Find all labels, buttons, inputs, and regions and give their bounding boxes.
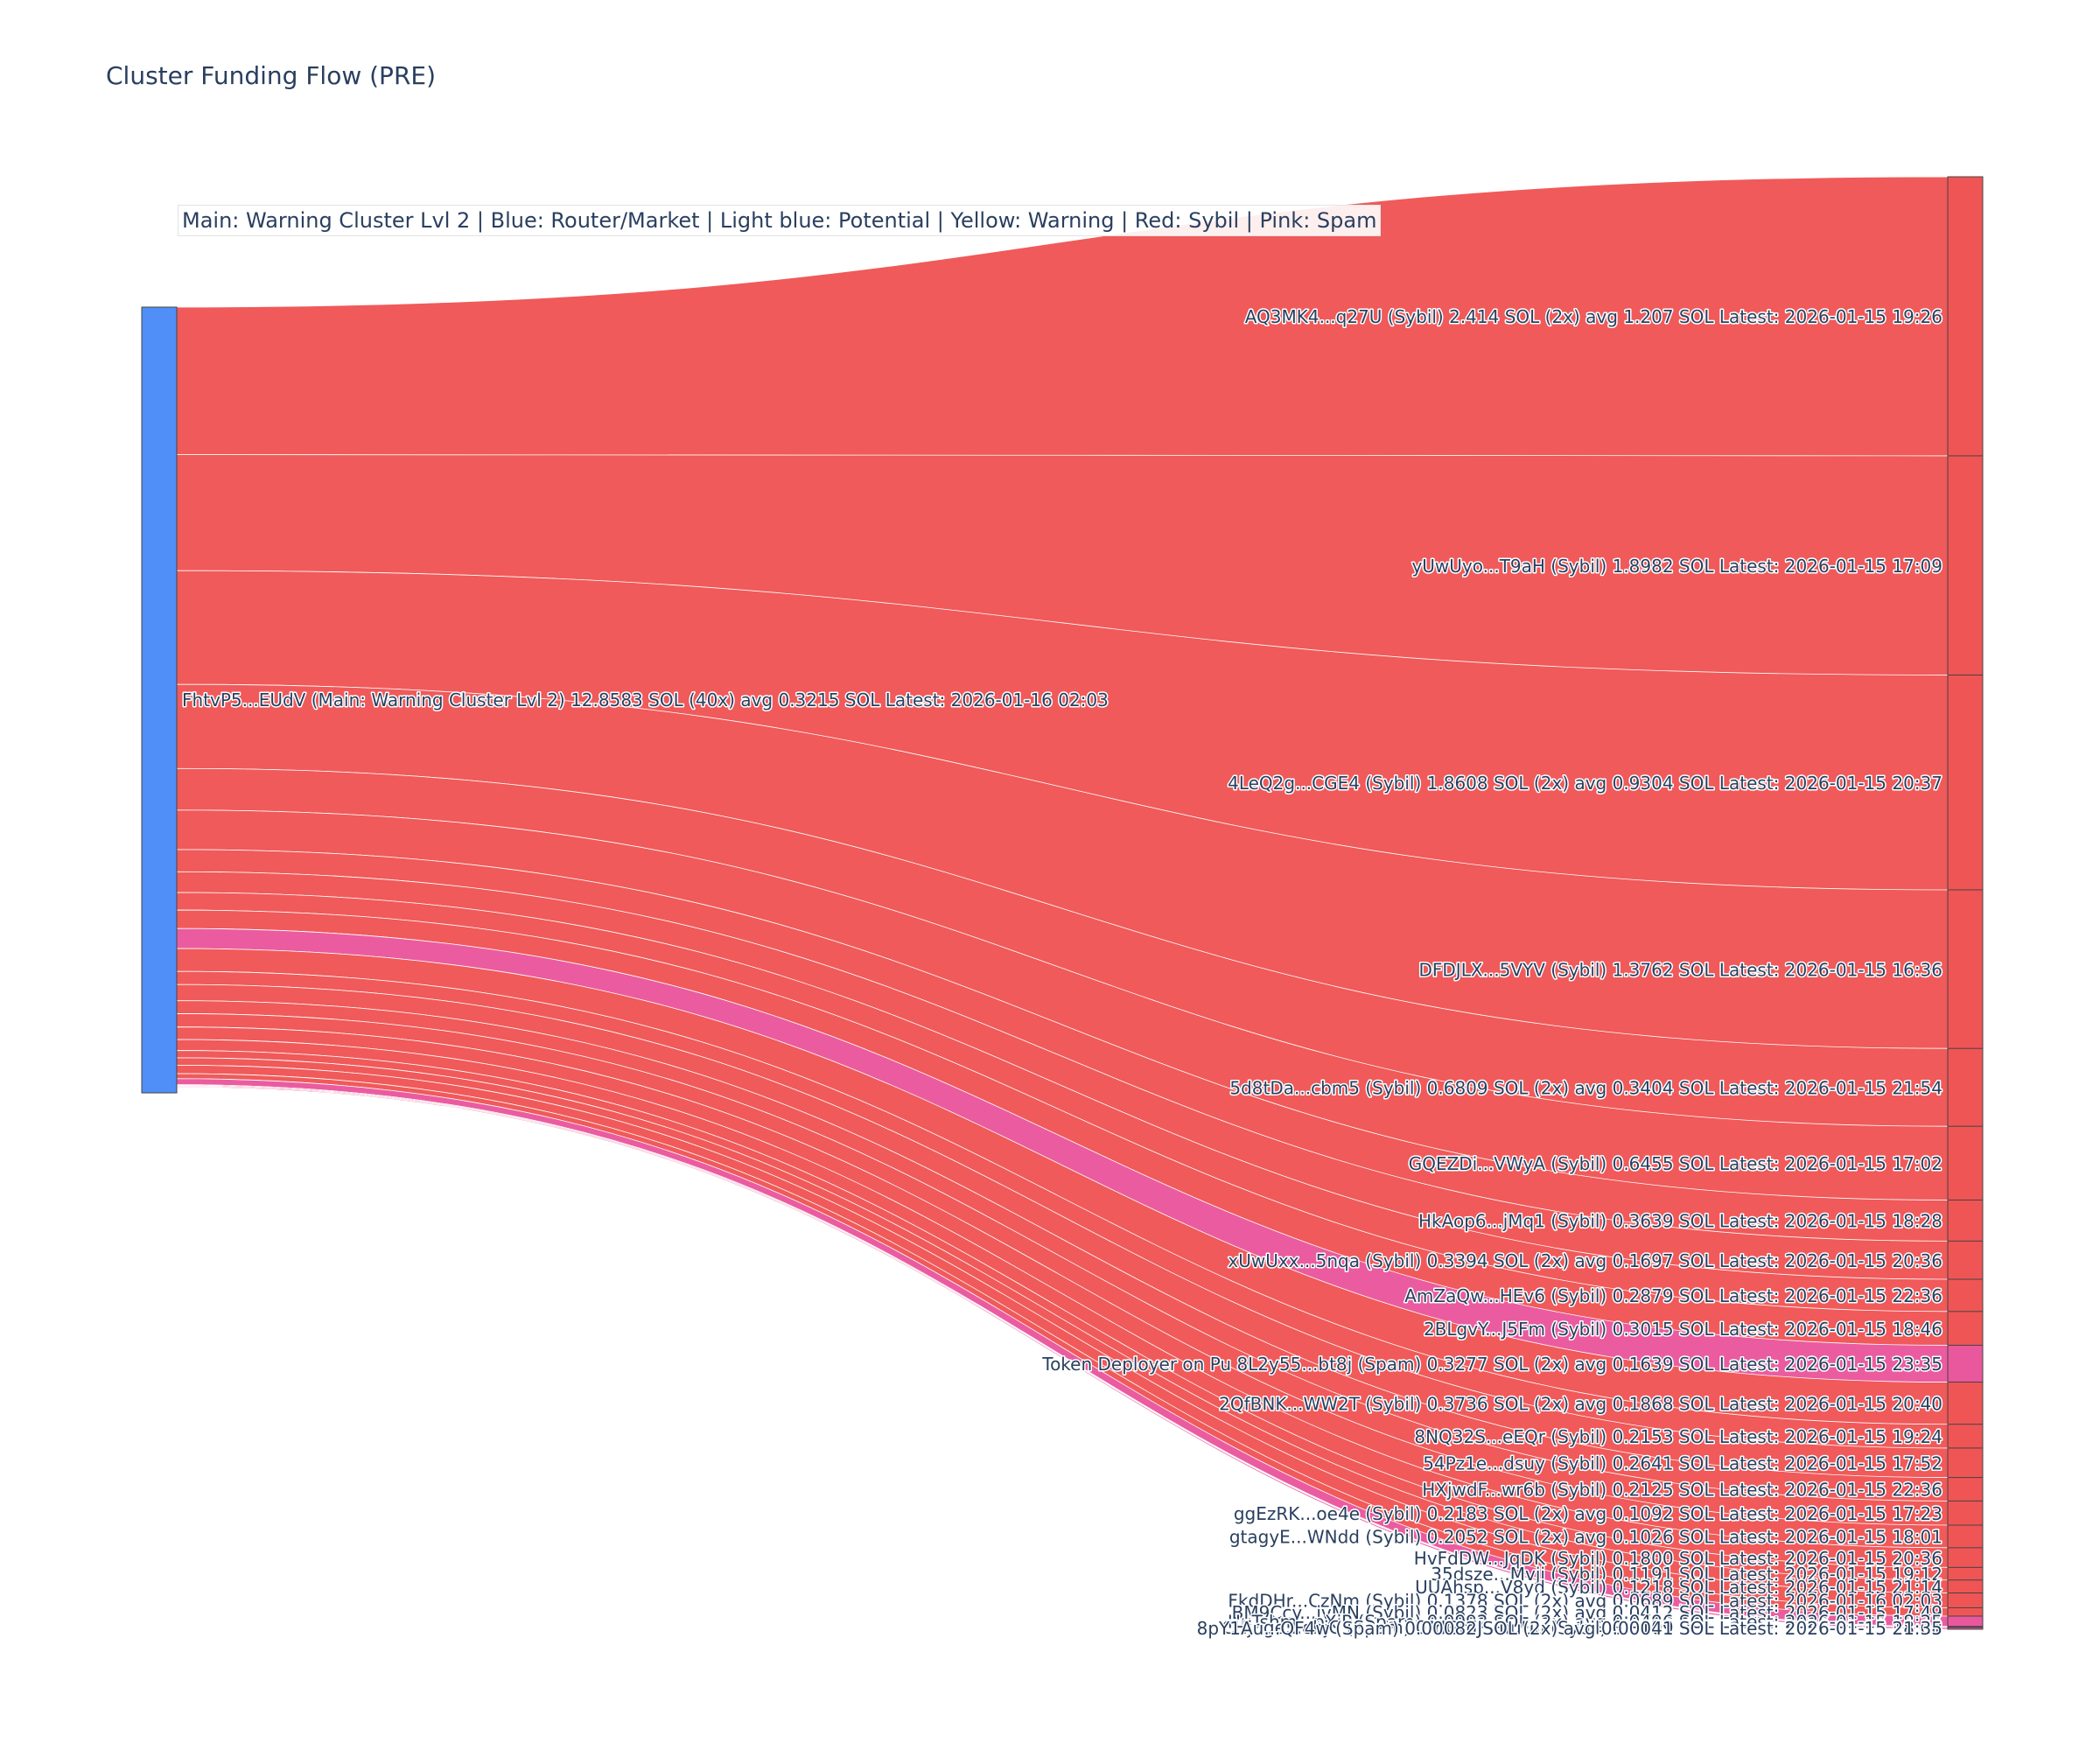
target-node-label-4: 5d8tDa...cbm5 (Sybil) 0.6809 SOL (2x) av… (1229, 1077, 1942, 1098)
target-node-label-14: HXjwdF...wr6b (Sybil) 0.2125 SOL Latest:… (1422, 1480, 1942, 1501)
target-node-label-1: yUwUyo...T9aH (Sybil) 1.8982 SOL Latest:… (1411, 556, 1942, 577)
target-node-7[interactable] (1947, 1240, 1984, 1281)
target-node-4[interactable] (1947, 1047, 1984, 1129)
target-node-label-23: CHjnge...ehjC (Spam) 0.0016 SOL (2x) avg… (1222, 1617, 1942, 1638)
sankey-nodes (141, 176, 1984, 1630)
sankey-labels: FhtvP5...EUdV (Main: Warning Cluster Lvl… (181, 305, 1944, 1641)
target-node-label-2: 4LeQ2g...CGE4 (Sybil) 1.8608 SOL (2x) av… (1228, 773, 1942, 794)
target-node-18[interactable] (1947, 1566, 1984, 1582)
target-node-17[interactable] (1947, 1547, 1984, 1570)
target-node-2[interactable] (1947, 674, 1984, 892)
target-node-label-25: 8pY1Au...QF4w (Spam) 0.00082 SOL (2x) av… (1197, 1618, 1942, 1639)
target-node-14[interactable] (1947, 1477, 1984, 1503)
target-node-label-16: gtagyE...WNdd (Sybil) 0.2052 SOL (2x) av… (1229, 1527, 1942, 1548)
target-node-22[interactable] (1947, 1615, 1984, 1628)
target-node-12[interactable] (1947, 1424, 1984, 1450)
source-node[interactable] (141, 306, 178, 1094)
target-node-label-15: ggEzRK...oe4e (Sybil) 0.2183 SOL (2x) av… (1234, 1503, 1942, 1524)
target-node-label-11: 2QfBNK...WW2T (Sybil) 0.3736 SOL (2x) av… (1219, 1393, 1942, 1414)
target-node-6[interactable] (1947, 1199, 1984, 1243)
target-node-20[interactable] (1947, 1592, 1984, 1610)
target-node-11[interactable] (1947, 1382, 1984, 1426)
target-node-label-6: HkAop6...jMq1 (Sybil) 0.3639 SOL Latest:… (1418, 1211, 1942, 1232)
target-node-label-19: UUAhsp...V8yd (Sybil) 0.1218 SOL Latest:… (1415, 1577, 1942, 1598)
target-node-label-12: 8NQ32S...eEQr (Sybil) 0.2153 SOL Latest:… (1414, 1426, 1942, 1447)
target-node-label-17: HvFdDW...JqDK (Sybil) 0.1800 SOL Latest:… (1414, 1548, 1942, 1569)
target-node-0[interactable] (1947, 176, 1984, 458)
target-node-label-5: GQEZDi...VWyA (Sybil) 0.6455 SOL Latest:… (1409, 1153, 1942, 1174)
target-node-label-13: 54Pz1e...dsuy (Sybil) 0.2641 SOL Latest:… (1423, 1452, 1942, 1474)
target-node-16[interactable] (1947, 1524, 1984, 1550)
target-node-label-21: BM9Ccy...jvMN (Sybil) 0.0823 SOL (2x) av… (1232, 1602, 1942, 1623)
target-node-3[interactable] (1947, 889, 1984, 1051)
target-node-label-8: AmZaQw...HEv6 (Sybil) 0.2879 SOL Latest:… (1404, 1285, 1942, 1306)
target-node-label-20: FkdDHr...CzNm (Sybil) 0.1378 SOL (2x) av… (1228, 1591, 1942, 1612)
target-node-13[interactable] (1947, 1447, 1984, 1480)
target-node-8[interactable] (1947, 1278, 1984, 1313)
target-node-label-22: HuTshm...pXiP (Spam) 0.0992 SOL (2x) avg… (1228, 1612, 1942, 1633)
source-node-label: FhtvP5...EUdV (Main: Warning Cluster Lvl… (182, 690, 1109, 710)
target-node-label-9: 2BLgvY...J5Fm (Sybil) 0.3015 SOL Latest:… (1424, 1319, 1942, 1340)
chart-title: Cluster Funding Flow (PRE) (106, 61, 437, 90)
sankey-links (176, 176, 1949, 1630)
target-node-label-18: 35dsze...Mvji (Sybil) 0.1191 SOL Latest:… (1431, 1564, 1942, 1585)
legend-annotation: Main: Warning Cluster Lvl 2 | Blue: Rout… (178, 205, 1382, 236)
target-node-25[interactable] (1947, 1627, 1984, 1630)
target-node-label-10: Token Deployer on Pu 8L2y55...bt8j (Spam… (1041, 1354, 1942, 1375)
target-node-10[interactable] (1947, 1344, 1984, 1384)
target-node-label-0: AQ3MK4...q27U (Sybil) 2.414 SOL (2x) avg… (1245, 306, 1942, 327)
target-node-label-3: DFDJLX...5VYV (Sybil) 1.3762 SOL Latest:… (1419, 959, 1943, 980)
target-node-15[interactable] (1947, 1500, 1984, 1527)
target-node-5[interactable] (1947, 1125, 1984, 1202)
target-node-9[interactable] (1947, 1311, 1984, 1348)
target-node-1[interactable] (1947, 455, 1984, 677)
target-node-label-24: 7dGrdJ...uuUu (Sybil) 0.0101 SOL Latest:… (1424, 1617, 1942, 1638)
target-node-label-7: xUwUxx...5nqa (Sybil) 0.3394 SOL (2x) av… (1228, 1250, 1942, 1271)
target-node-19[interactable] (1947, 1579, 1984, 1595)
